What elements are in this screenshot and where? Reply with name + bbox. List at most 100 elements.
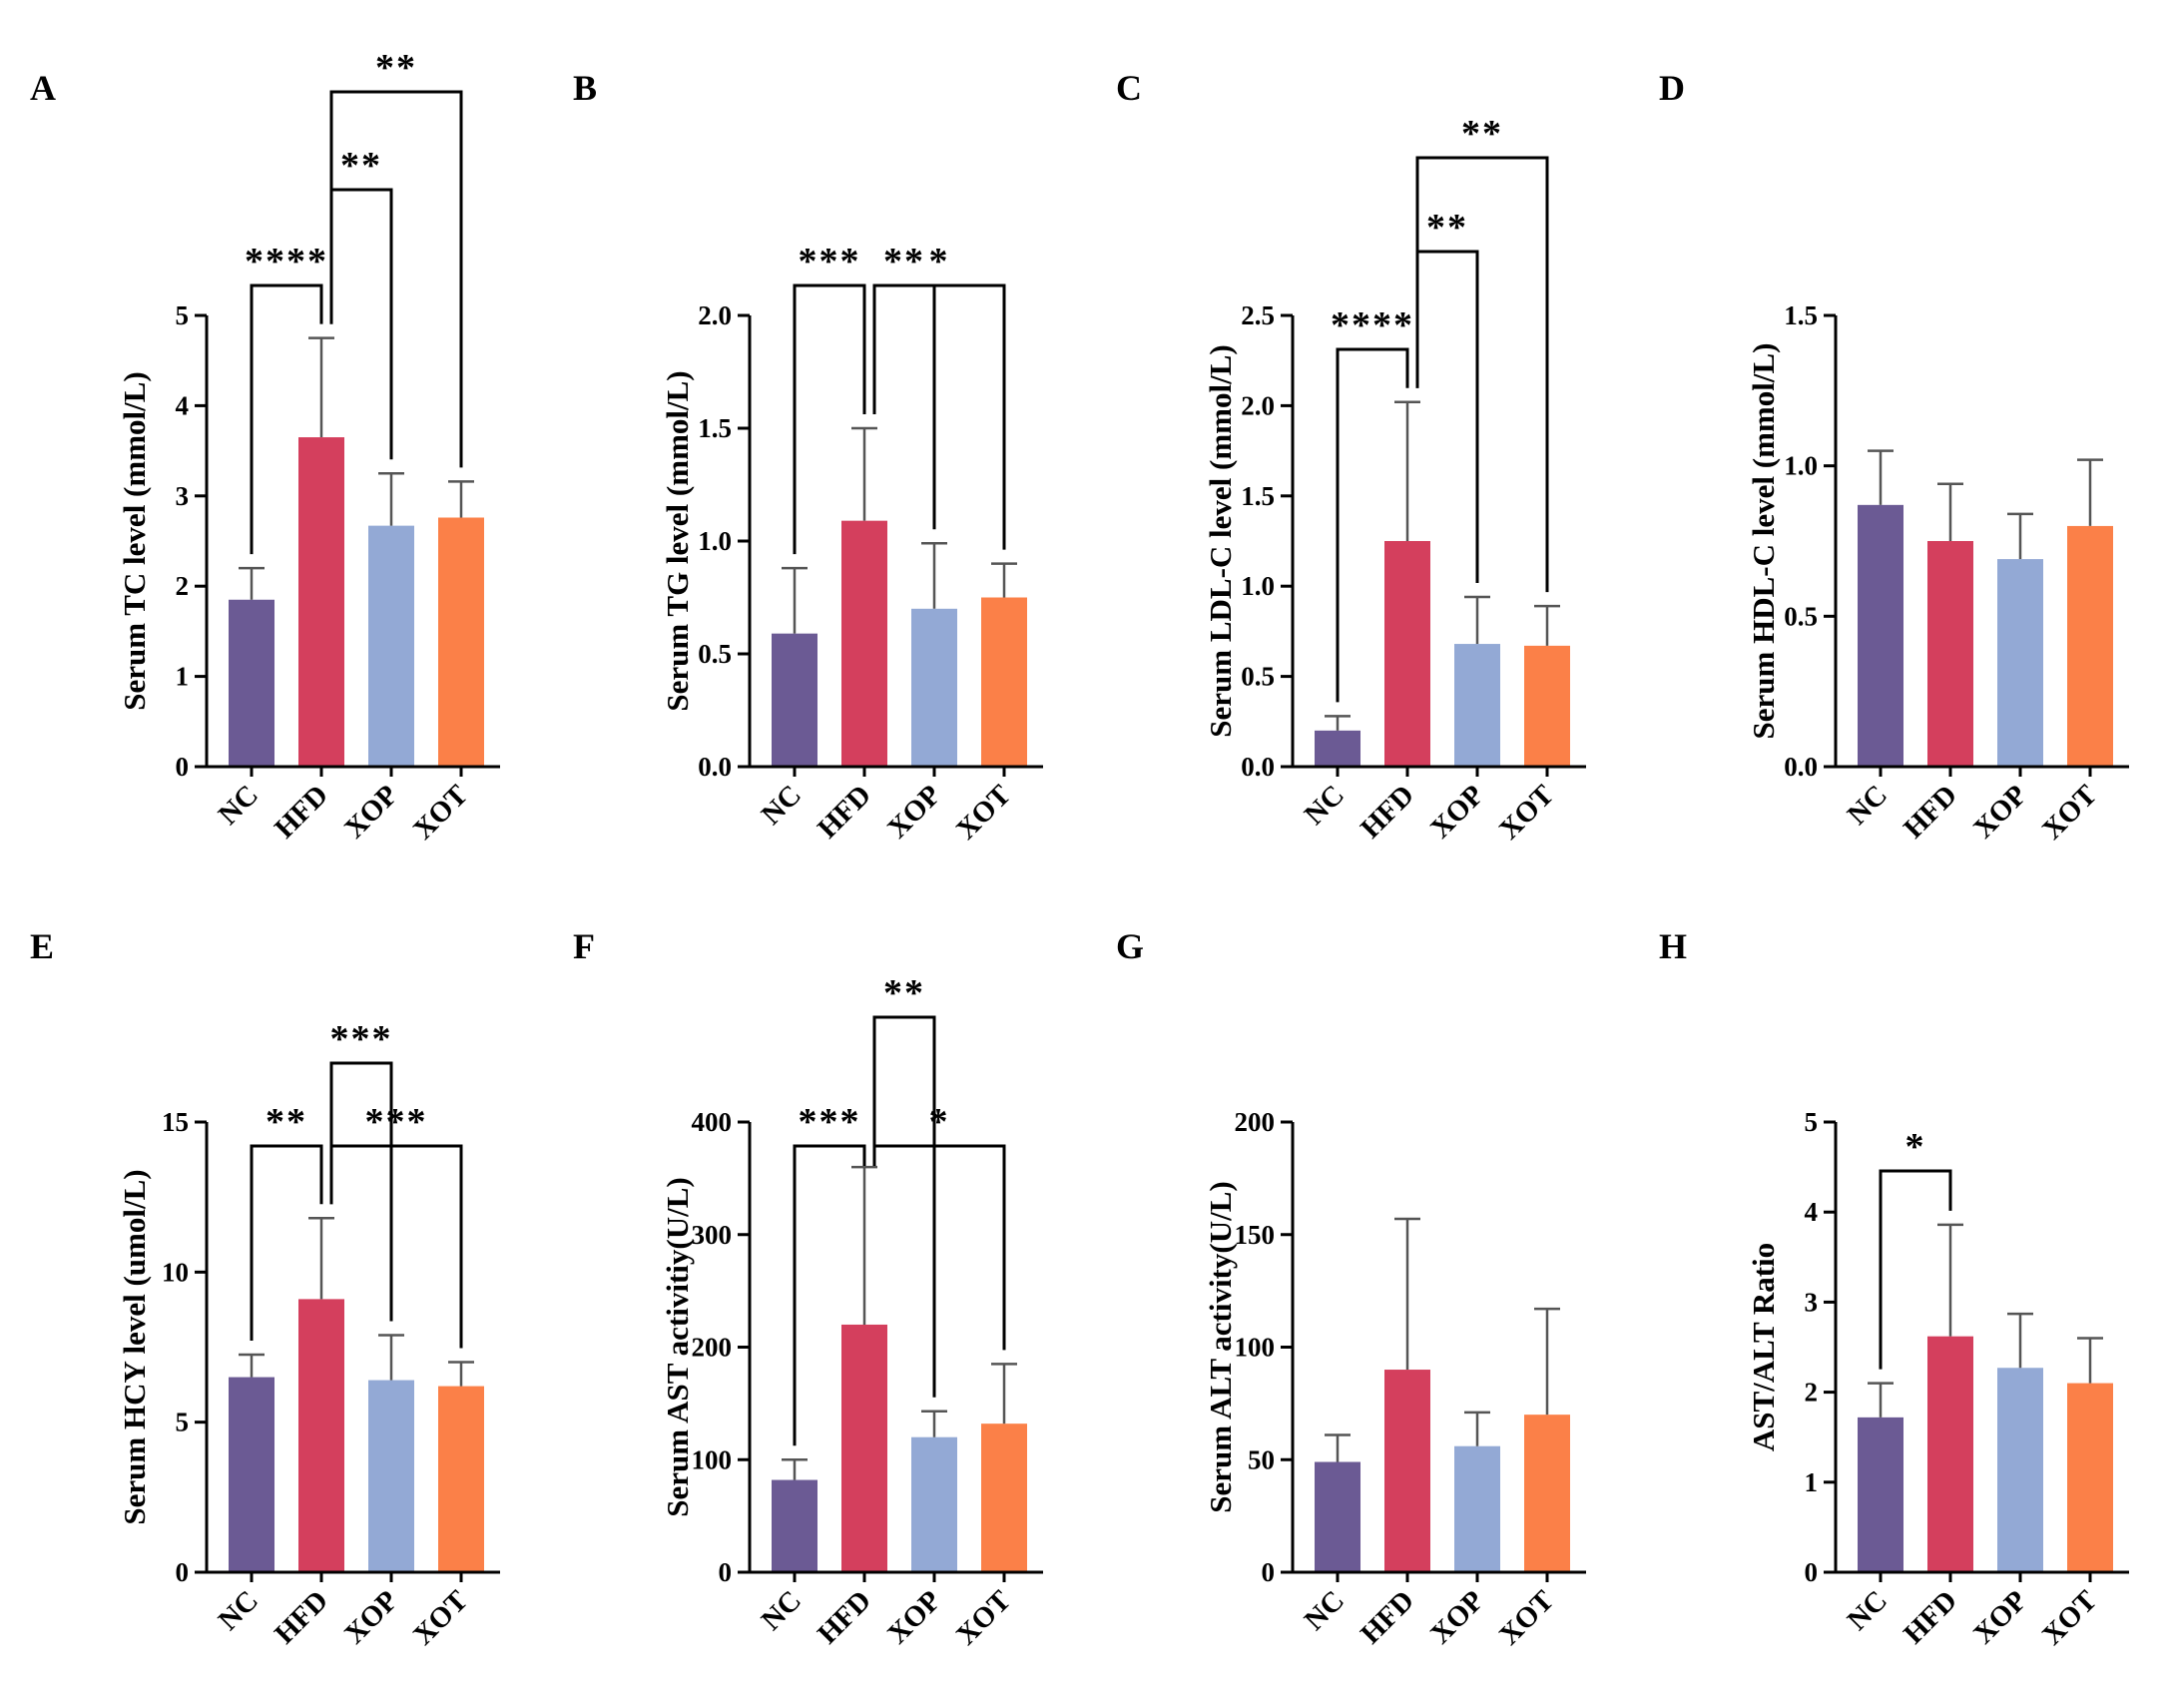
bar-xop <box>1454 1445 1500 1572</box>
x-tick-label-hfd: HFD <box>1898 1584 1963 1650</box>
y-tick-label: 100 <box>692 1444 733 1474</box>
x-tick-label-xot: XOT <box>407 779 474 846</box>
significance-label: ** <box>340 145 382 187</box>
x-tick-label-xot: XOT <box>1493 779 1560 846</box>
panel-letter: C <box>1116 68 1142 108</box>
significance-bracket <box>1879 1169 1952 1370</box>
bar-nc <box>1315 1461 1360 1572</box>
significance-label: ** <box>1461 113 1503 155</box>
significance-label: ** <box>883 972 925 1014</box>
x-tick-label-xot: XOT <box>1493 1584 1560 1651</box>
y-tick-label: 0.5 <box>698 639 732 669</box>
panel-g: G Serum ALT activity(U/L) 0 50 100 150 200 NC HF… <box>1116 926 1586 1651</box>
y-tick-label: 2.0 <box>698 300 732 330</box>
significance-bracket <box>872 1015 936 1398</box>
significance-label: **** <box>245 241 328 283</box>
x-tick-label-nc: NC <box>1842 1584 1894 1636</box>
x-tick-label-xot: XOT <box>950 779 1017 846</box>
bar-xot <box>2067 525 2113 767</box>
panel-letter: A <box>30 68 56 108</box>
bar-hfd <box>1927 541 1973 767</box>
x-tick-label-nc: NC <box>1842 779 1894 831</box>
x-tick-label-xop: XOP <box>338 779 404 845</box>
panel-letter: F <box>573 926 595 966</box>
y-tick-label: 50 <box>1248 1444 1275 1474</box>
significance-bracket <box>329 188 393 460</box>
x-tick-label-hfd: HFD <box>269 1584 334 1650</box>
y-tick-label: 4 <box>1805 1197 1819 1227</box>
x-tick-label-xop: XOP <box>1424 779 1490 845</box>
y-axis-label: Serum TC level (mmol/L) <box>117 371 152 711</box>
bar-nc <box>1315 730 1360 767</box>
y-tick-label: 1.0 <box>698 526 732 556</box>
y-tick-label: 5 <box>176 300 190 330</box>
significance-label: *** <box>799 241 861 283</box>
x-tick-label-xop: XOP <box>1967 779 2033 845</box>
significance-label: *** <box>799 1101 861 1143</box>
x-tick-label-nc: NC <box>1299 779 1351 831</box>
significance-bracket <box>329 1061 393 1322</box>
y-axis-label: Serum AST activitiy(U/L) <box>660 1177 695 1516</box>
y-axis-label: Serum LDL-C level (mmol/L) <box>1203 344 1238 737</box>
bar-xot <box>1524 1415 1570 1572</box>
significance-bracket <box>1336 347 1409 703</box>
y-tick-label: 2 <box>176 571 190 601</box>
bar-xop <box>911 1436 957 1572</box>
significance-bracket <box>872 1144 1006 1351</box>
significance-bracket <box>329 1144 463 1349</box>
bar-nc <box>229 599 274 767</box>
x-tick-label-xop: XOP <box>338 1584 404 1650</box>
bar-hfd <box>841 1324 887 1572</box>
y-tick-label: 0 <box>1262 1557 1276 1587</box>
significance-bracket <box>250 1144 323 1342</box>
bar-xop <box>1997 1368 2043 1572</box>
significance-bracket <box>793 284 866 555</box>
bar-hfd <box>1384 541 1430 767</box>
significance-bracket <box>872 284 1006 550</box>
panel-letter: B <box>573 68 597 108</box>
y-tick-label: 1.5 <box>698 413 732 443</box>
significance-label: *** <box>330 1018 393 1060</box>
x-tick-label-xop: XOP <box>881 1584 947 1650</box>
x-tick-label-xot: XOT <box>2036 779 2103 846</box>
y-tick-label: 400 <box>692 1107 733 1137</box>
x-tick-label-xot: XOT <box>950 1584 1017 1651</box>
x-tick-label-xop: XOP <box>1967 1584 2033 1650</box>
y-tick-label: 2.0 <box>1241 390 1275 420</box>
y-axis-label: AST/ALT Ratio <box>1746 1243 1781 1451</box>
y-tick-label: 2 <box>1805 1378 1819 1408</box>
bar-xot <box>1524 645 1570 767</box>
significance-bracket <box>250 284 323 555</box>
x-tick-label-nc: NC <box>213 779 265 831</box>
x-tick-label-hfd: HFD <box>1355 1584 1420 1650</box>
x-tick-label-nc: NC <box>1299 1584 1351 1636</box>
y-axis-label: Serum HDL-C level (mmol/L) <box>1746 343 1781 740</box>
x-tick-label-nc: NC <box>756 779 808 831</box>
y-tick-label: 200 <box>1235 1107 1276 1137</box>
significance-bracket <box>1415 156 1549 593</box>
bar-nc <box>772 1479 817 1572</box>
y-tick-label: 200 <box>692 1333 733 1363</box>
bar-xop <box>911 608 957 767</box>
bar-nc <box>1858 1417 1903 1572</box>
x-tick-label-xot: XOT <box>2036 1584 2103 1651</box>
significance-label: ** <box>883 241 925 283</box>
y-tick-label: 1 <box>176 662 190 692</box>
x-tick-label-hfd: HFD <box>812 779 877 845</box>
y-tick-label: 3 <box>176 481 190 511</box>
panel-f: F Serum AST activitiy(U/L) 0 100 200 300 400 NC… <box>573 926 1043 1651</box>
panel-c: C Serum LDL-C level (mmol/L)0.0 0.5 1.0 1.5 2… <box>1116 68 1586 846</box>
bar-hfd <box>298 1299 344 1572</box>
y-tick-label: 15 <box>162 1107 189 1137</box>
bar-xot <box>981 1423 1027 1572</box>
y-tick-label: 0 <box>176 1557 190 1587</box>
bar-xot <box>2067 1383 2113 1572</box>
bar-xop <box>368 1380 414 1572</box>
panel-letter: H <box>1659 926 1687 966</box>
bar-nc <box>772 633 817 767</box>
y-axis-label: Serum ALT activity(U/L) <box>1203 1181 1238 1512</box>
panel-b: B Serum TG level (mmol/L) 0.0 0.5 1.0 1.5 2.0 N… <box>573 68 1043 846</box>
y-tick-label: 0 <box>719 1557 733 1587</box>
y-tick-label: 100 <box>1235 1333 1276 1363</box>
bar-nc <box>229 1377 274 1572</box>
